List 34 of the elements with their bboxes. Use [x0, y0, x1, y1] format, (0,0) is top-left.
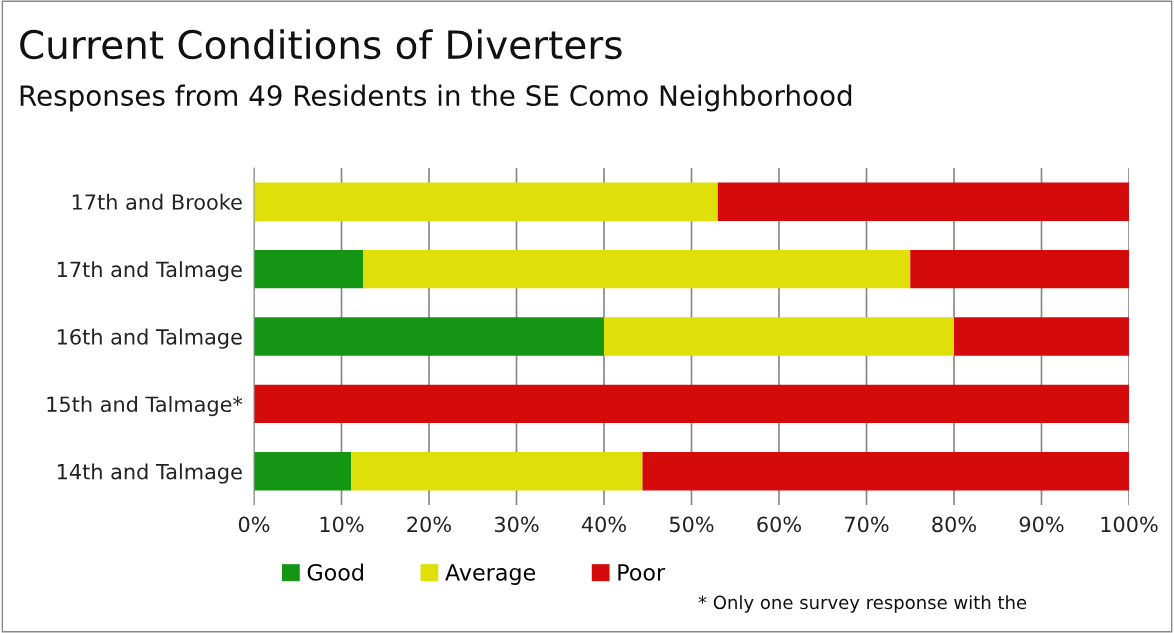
chart-subtitle: Responses from 49 Residents in the SE Como Neighborhood [20, 84, 852, 112]
bar [717, 182, 1129, 221]
bar [254, 317, 604, 356]
text: * Only one survey response with the [698, 595, 1027, 613]
bar [954, 317, 1129, 356]
y-tick-label: 16th and Talmage [57, 328, 242, 349]
x-tick-label: 60% [757, 516, 801, 533]
x-tick-label: 10% [320, 516, 364, 533]
legend-label: Good [307, 563, 363, 581]
x-tick-label: 50% [669, 516, 714, 533]
x-tick-label: 30% [494, 516, 539, 533]
legend-label: Poor [618, 564, 666, 581]
bar [254, 182, 718, 221]
bar [351, 452, 643, 491]
bar [254, 452, 352, 491]
legend-label: Average [445, 564, 536, 585]
x-tick-label: 20% [407, 516, 451, 533]
x-tick-label: 80% [932, 516, 976, 533]
x-tick-label: 0% [238, 516, 270, 533]
y-tick-label: 17th and Brooke [72, 193, 242, 210]
bar [642, 452, 1129, 491]
x-tick-label: 70% [845, 516, 889, 533]
x-tick-label: 100% [1101, 516, 1158, 533]
y-tick-label: 14th and Talmage [57, 463, 242, 484]
bar [604, 317, 954, 356]
bar [254, 249, 364, 289]
x-tick-label: 90% [1019, 516, 1064, 533]
chart-title: Current Conditions of Diverters [20, 29, 622, 60]
x-tick-label: 40% [581, 516, 626, 533]
bar [254, 384, 1129, 424]
y-tick-label: 15th and Talmage* [47, 395, 243, 417]
bar [363, 249, 911, 289]
y-tick-label: 17th and Talmage [57, 261, 242, 282]
bar [910, 249, 1129, 289]
